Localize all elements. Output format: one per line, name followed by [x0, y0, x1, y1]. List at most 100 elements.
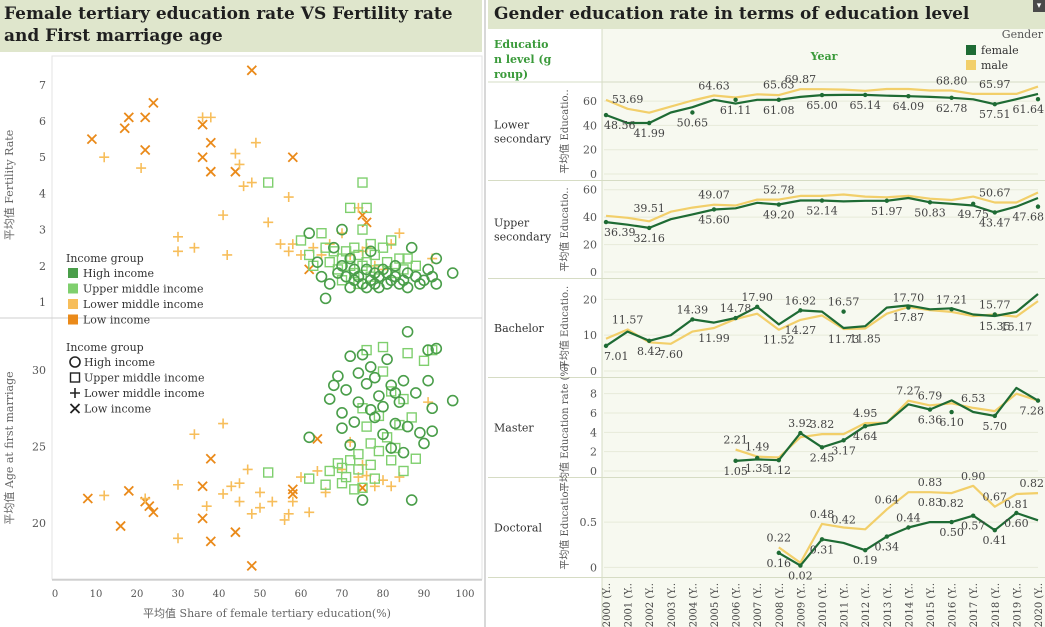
data-label: 6.36 [918, 414, 943, 427]
color-legend-label: High income [83, 267, 154, 280]
year-tick-label: 2013 (Y.. [883, 583, 894, 627]
data-label: 3.92 [788, 417, 813, 430]
data-point-plus [226, 481, 237, 492]
data-label: 5.70 [983, 420, 1008, 433]
data-label: 0.81 [1004, 498, 1029, 511]
data-point-square [418, 355, 430, 367]
y-axis-label: 平均值 Education rate (%) [558, 363, 571, 492]
female-point-marker [603, 219, 609, 225]
data-point-plus [287, 496, 298, 507]
data-label: 2.21 [723, 434, 748, 447]
data-label: 61.64 [1013, 103, 1045, 116]
data-point-plus [234, 159, 245, 170]
x-tick-label: 30 [172, 589, 185, 600]
data-label: 36.39 [604, 226, 636, 239]
data-point-circle [401, 281, 414, 294]
data-label: 0.34 [875, 541, 900, 554]
data-point-square [263, 467, 274, 478]
data-point-circle [385, 442, 398, 454]
data-label: 4.64 [853, 430, 878, 443]
data-label: 6.53 [961, 392, 986, 405]
data-point-x [197, 152, 208, 163]
data-point-plus [242, 464, 253, 475]
data-label: 0.41 [983, 534, 1008, 547]
female-point-marker [711, 207, 717, 212]
data-label: 45.60 [698, 213, 730, 226]
data-point-plus [246, 508, 257, 519]
data-point-square [320, 242, 331, 253]
bottom-y-tick-label: 20 [32, 517, 46, 530]
y-axis-label: 平均值 Educatio.. [558, 485, 571, 569]
data-label: 39.51 [633, 202, 665, 215]
data-point-circle [426, 402, 439, 415]
female-point-marker [992, 312, 997, 317]
row-header-label: roup) [494, 68, 528, 81]
data-label: 11.85 [849, 333, 881, 346]
scroll-button[interactable]: ▾ [1033, 0, 1045, 12]
data-point-plus [238, 181, 249, 192]
data-point-x [230, 527, 241, 538]
y-tick-label: 20 [583, 144, 597, 157]
data-label: 6.79 [918, 389, 943, 402]
shape-legend-title: Income group [66, 341, 144, 354]
data-point-plus [218, 488, 229, 499]
x-tick-label: 50 [254, 589, 267, 600]
data-point-circle [340, 384, 352, 396]
data-point-circle [430, 278, 443, 290]
row-label: Master [494, 422, 534, 435]
data-point-circle [315, 270, 328, 283]
data-label: 32.16 [633, 232, 665, 245]
data-point-square [377, 366, 389, 377]
data-point-square [353, 448, 364, 460]
data-label: 0.57 [961, 520, 986, 533]
data-point-x [86, 133, 98, 145]
data-point-circle [422, 344, 434, 356]
data-point-square [308, 260, 319, 271]
data-label: 49.20 [763, 209, 795, 222]
data-point-square [377, 341, 389, 353]
male-series-line [605, 300, 1039, 345]
x-axis-label: 平均值 Share of female tertiary education(%… [143, 607, 391, 620]
data-point-circle [364, 361, 377, 373]
data-point-circle [405, 494, 418, 506]
gender-legend-swatch [966, 45, 976, 55]
data-point-circle [327, 241, 340, 254]
data-point-plus [283, 508, 294, 519]
y-tick-label: 10 [583, 329, 597, 342]
female-series-line [735, 386, 1039, 462]
y-tick-label: 60 [583, 95, 597, 108]
data-point-square [324, 465, 335, 477]
data-label: 11.52 [763, 334, 795, 347]
female-point-marker [992, 413, 997, 419]
female-point-marker [863, 423, 868, 429]
data-point-circle [348, 416, 361, 428]
y-tick-label: 0.5 [580, 516, 598, 529]
female-point-marker [927, 407, 933, 412]
data-point-plus [230, 148, 241, 159]
data-point-circle [397, 374, 410, 387]
data-point-square [69, 372, 81, 383]
data-point-circle [426, 425, 439, 438]
data-label: 7.27 [896, 385, 921, 398]
data-point-plus [312, 465, 323, 476]
y-axis-label: 平均值 Educatio.. [558, 89, 571, 173]
data-label: 0.44 [896, 512, 921, 525]
female-point-marker [906, 93, 911, 99]
year-tick-label: 2006 (Y.. [732, 583, 743, 627]
data-point-circle [323, 278, 336, 290]
data-label: 3.17 [831, 444, 856, 457]
data-point-circle [397, 446, 410, 459]
x-tick-label: 20 [131, 589, 144, 600]
female-point-marker [949, 409, 954, 415]
data-label: 52.14 [806, 205, 838, 218]
data-point-x [205, 166, 216, 177]
data-point-x [205, 137, 216, 148]
data-label: 0.83 [918, 496, 943, 509]
data-point-square [410, 453, 421, 464]
x-tick-label: 100 [455, 589, 474, 600]
year-tick-label: 2019 (Y.. [1012, 583, 1023, 627]
data-point-square [373, 445, 385, 457]
female-point-marker [733, 458, 738, 464]
data-point-x [287, 152, 298, 163]
data-point-circle [344, 252, 357, 265]
